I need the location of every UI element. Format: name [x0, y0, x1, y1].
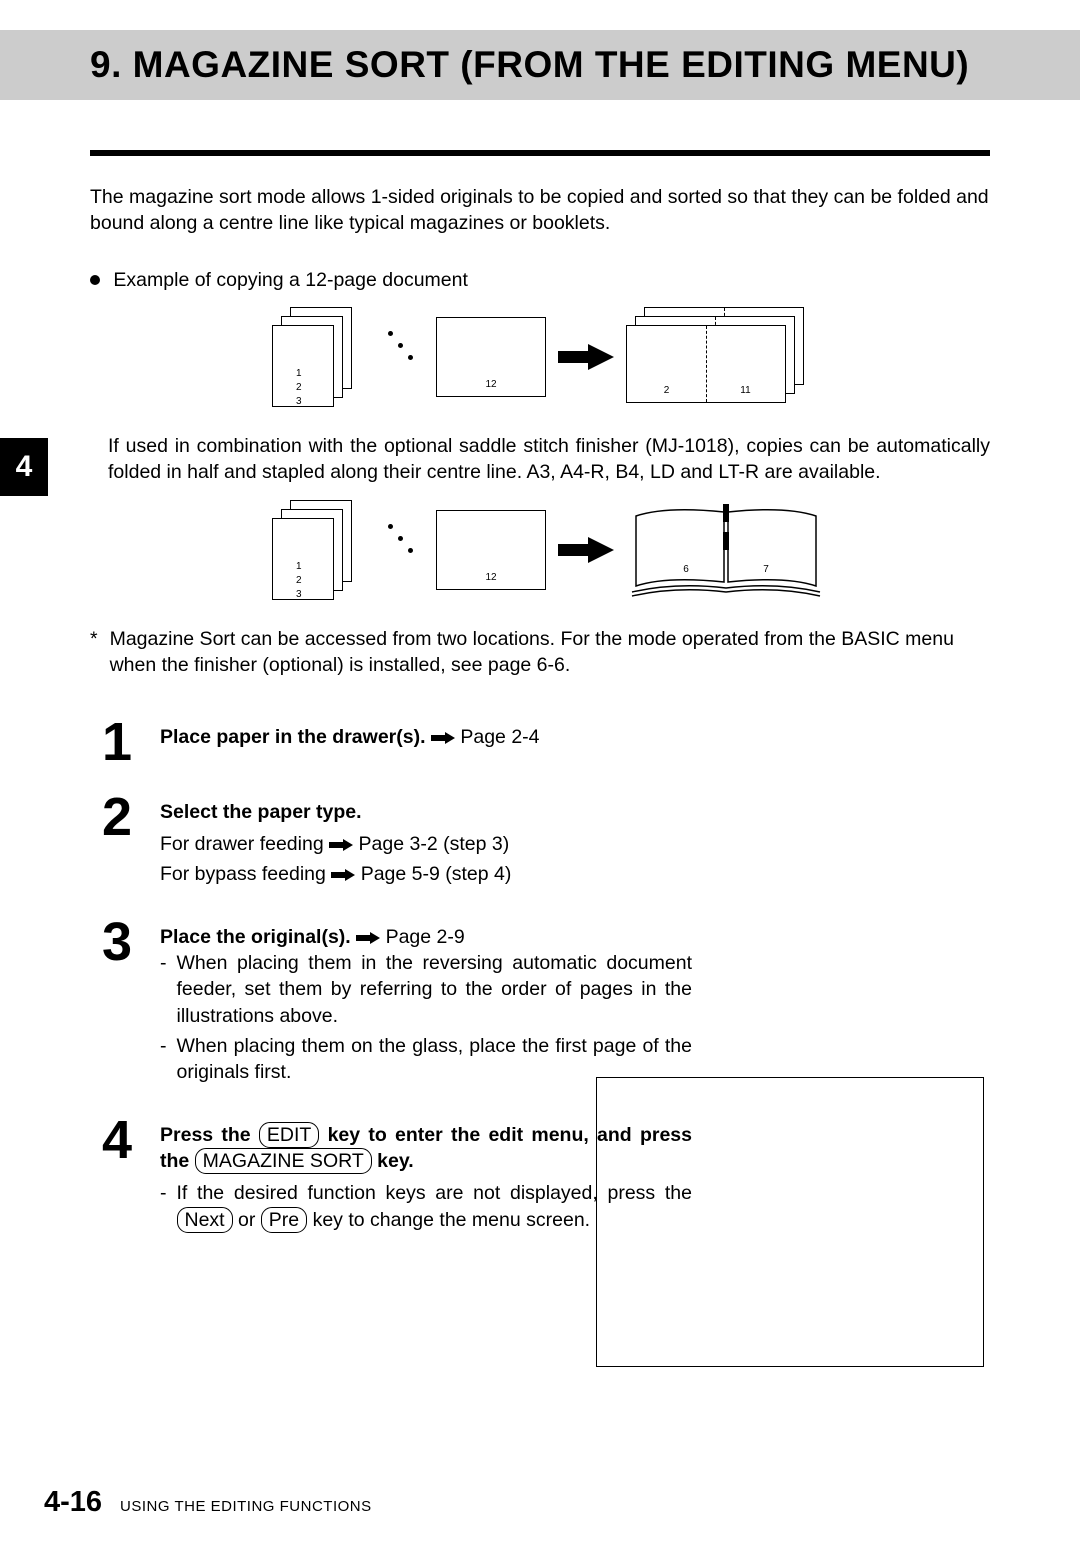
output-spreads: 67 49 211 — [626, 307, 826, 407]
last-num: 12 — [485, 571, 496, 585]
horizontal-rule — [90, 150, 990, 156]
spread-num: 11 — [740, 384, 750, 398]
diagram-1: 1 2 3 12 67 49 211 — [108, 307, 990, 407]
arrow-icon — [558, 535, 614, 565]
pointer-icon — [431, 732, 455, 744]
last-original: 12 — [436, 317, 546, 397]
stack-num: 1 — [296, 560, 302, 574]
step-number: 3 — [102, 918, 142, 1090]
stack-num: 3 — [296, 395, 302, 409]
ellipsis-dots — [384, 510, 424, 590]
original-stack: 1 2 3 — [272, 307, 372, 407]
step-text: For bypass feeding — [160, 863, 326, 885]
pre-key: Pre — [261, 1207, 307, 1233]
step-title: Place paper in the drawer(s). — [160, 726, 426, 748]
title-bar: 9. MAGAZINE SORT (FROM THE EDITING MENU) — [0, 30, 1080, 100]
original-stack: 1 2 3 — [272, 500, 372, 600]
page-ref: Page 5-9 (step 4) — [361, 863, 512, 885]
finisher-text: If used in combination with the optional… — [108, 433, 990, 486]
stack-num: 2 — [296, 574, 302, 588]
open-booklet: 6 7 — [626, 500, 826, 600]
dash-icon: - — [160, 1180, 167, 1233]
magazine-sort-key: MAGAZINE SORT — [195, 1148, 372, 1174]
edit-key: EDIT — [259, 1122, 319, 1148]
pointer-icon — [329, 839, 353, 851]
last-original: 12 — [436, 510, 546, 590]
step-number: 2 — [102, 793, 142, 892]
footnote-text: Magazine Sort can be accessed from two l… — [110, 626, 990, 679]
arrow-icon — [558, 342, 614, 372]
step-1: 1 Place paper in the drawer(s). Page 2-4 — [102, 718, 692, 767]
example-line: Example of copying a 12-page document — [90, 267, 990, 293]
spread-num: 2 — [664, 384, 670, 398]
page-ref: Page 3-2 (step 3) — [359, 833, 510, 855]
screen-placeholder — [596, 1077, 984, 1367]
step-number: 4 — [102, 1116, 142, 1237]
step-bullet: When placing them in the reversing autom… — [177, 950, 693, 1029]
content-area: The magazine sort mode allows 1-sided or… — [0, 100, 1080, 1237]
step-2: 2 Select the paper type. For drawer feed… — [102, 793, 692, 892]
stack-num: 2 — [296, 381, 302, 395]
footnote: * Magazine Sort can be accessed from two… — [90, 626, 990, 679]
stack-num: 3 — [296, 588, 302, 602]
pointer-icon — [331, 869, 355, 881]
ellipsis-dots — [384, 317, 424, 397]
page-number: 4-16 — [44, 1483, 102, 1522]
chapter-tab: 4 — [0, 438, 48, 496]
intro-text: The magazine sort mode allows 1-sided or… — [90, 184, 990, 237]
bullet-icon — [90, 275, 100, 285]
next-key: Next — [177, 1207, 233, 1233]
step-title: Place the original(s). — [160, 926, 351, 948]
step-title: Select the paper type. — [160, 799, 692, 825]
dash-icon: - — [160, 950, 167, 1029]
booklet-num: 6 — [683, 564, 689, 575]
step-text: For drawer feeding — [160, 833, 324, 855]
page-ref: Page 2-4 — [460, 726, 539, 748]
example-label: Example of copying a 12-page document — [113, 269, 467, 291]
pointer-icon — [356, 932, 380, 944]
page-footer: 4-16 USING THE EDITING FUNCTIONS — [44, 1483, 372, 1522]
last-num: 12 — [485, 378, 496, 392]
booklet-num: 7 — [763, 564, 769, 575]
page-title: 9. MAGAZINE SORT (FROM THE EDITING MENU) — [90, 40, 1080, 90]
page-ref: Page 2-9 — [386, 926, 465, 948]
diagram-2: 1 2 3 12 6 7 — [108, 500, 990, 600]
step-number: 1 — [102, 718, 142, 767]
stack-num: 1 — [296, 367, 302, 381]
footer-label: USING THE EDITING FUNCTIONS — [120, 1497, 372, 1517]
asterisk-icon: * — [90, 626, 98, 679]
step-3: 3 Place the original(s). Page 2-9 -When … — [102, 918, 692, 1090]
dash-icon: - — [160, 1033, 167, 1086]
